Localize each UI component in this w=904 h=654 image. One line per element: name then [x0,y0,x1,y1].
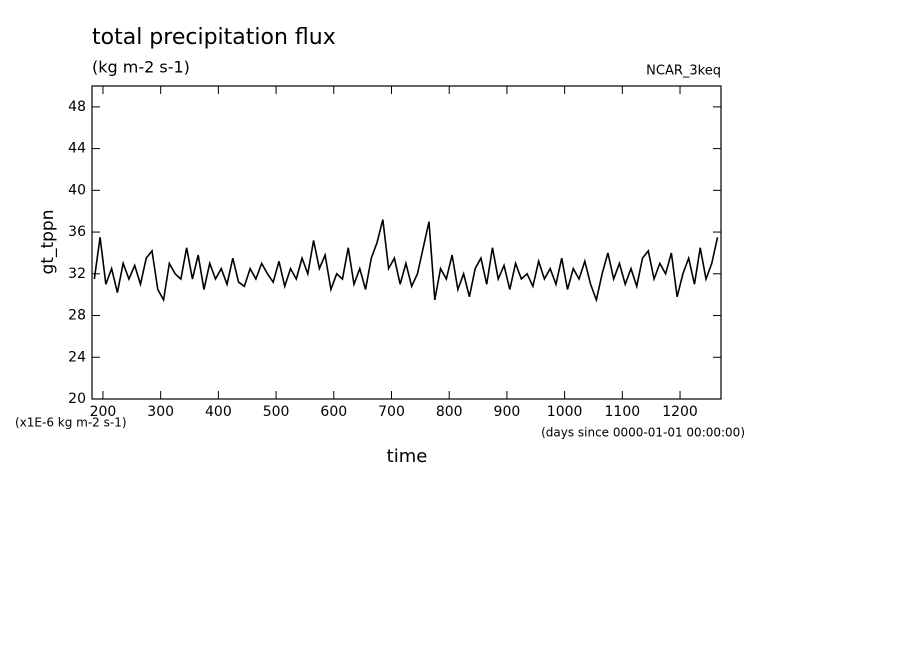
x-tick-label: 200 [90,404,117,420]
x-tick-label: 400 [205,404,232,420]
y-tick-label: 20 [68,391,86,407]
y-unit: (x1E-6 kg m-2 s-1) [15,416,127,430]
chart-subtitle: (kg m-2 s-1) [92,58,190,77]
data-line [93,219,719,303]
x-tick-label: 600 [320,404,347,420]
x-tick-label: 1100 [605,404,641,420]
y-tick-label: 24 [68,349,86,365]
x-axis-label: time [387,446,428,467]
x-tick-label: 1000 [547,404,583,420]
x-unit: (days since 0000-01-01 00:00:00) [541,426,745,440]
x-tick-label: 500 [263,404,290,420]
y-tick-label: 40 [68,182,86,198]
y-tick-label: 48 [68,99,86,115]
x-tick-label: 1200 [662,404,698,420]
x-tick-label: 300 [147,404,174,420]
annotation: NCAR_3keq [646,64,721,79]
plot-frame [91,85,722,400]
y-axis-label: gt_tppn [38,210,58,275]
x-tick-label: 900 [494,404,521,420]
chart-title: total precipitation flux [92,25,336,50]
x-tick-label: 700 [378,404,405,420]
y-tick-label: 28 [68,308,86,324]
y-tick-label: 44 [68,141,86,157]
x-tick-label: 800 [436,404,463,420]
y-tick-label: 32 [68,266,86,282]
y-tick-label: 36 [68,224,86,240]
